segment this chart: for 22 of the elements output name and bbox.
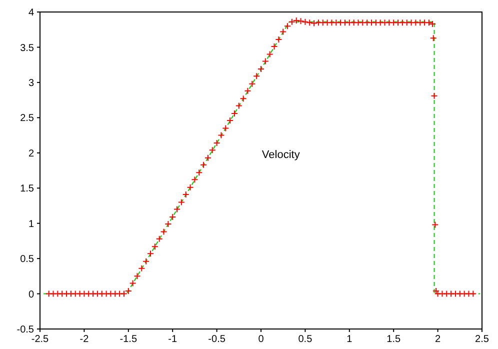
y-tick-label: 4 xyxy=(28,8,34,19)
x-tick-label: -1.5 xyxy=(120,334,138,346)
y-tick-label: 1 xyxy=(28,218,34,230)
x-tick-label: 0 xyxy=(258,334,264,346)
x-tick-label: -2.5 xyxy=(31,334,50,346)
x-tick-label: -0.5 xyxy=(208,334,226,346)
y-tick-label: 1.5 xyxy=(20,184,34,195)
annotation: Velocity xyxy=(262,149,300,161)
y-tick-label: 3.5 xyxy=(20,42,34,54)
x-tick-label: 0.5 xyxy=(298,334,313,346)
y-tick-label: 0.5 xyxy=(20,254,34,266)
y-tick-label: 0 xyxy=(28,289,34,300)
x-tick-label: 1 xyxy=(346,334,353,346)
x-tick-label: 1.5 xyxy=(386,334,401,346)
y-tick-label: 2 xyxy=(28,148,34,160)
x-tick-label: -2 xyxy=(80,334,90,346)
x-tick-label: 2.5 xyxy=(475,334,490,346)
x-tick-label: -1 xyxy=(168,334,178,346)
x-tick-label: 2 xyxy=(435,334,442,346)
y-tick-label: 3 xyxy=(28,78,34,89)
y-tick-label: 2.5 xyxy=(20,113,34,124)
y-tick-label: -0.5 xyxy=(16,324,34,336)
